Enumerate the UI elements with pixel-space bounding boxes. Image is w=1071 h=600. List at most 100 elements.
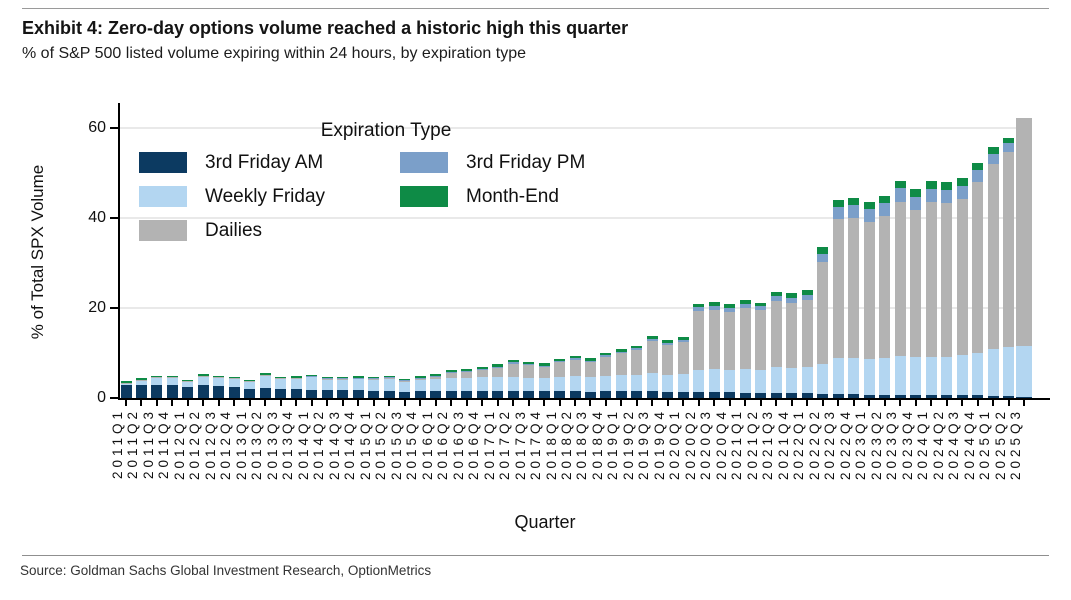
x-tick-mark (403, 400, 406, 406)
bar-2013Q4-dailies (291, 378, 302, 379)
source-note: Source: Goldman Sachs Global Investment … (20, 563, 432, 578)
bar-2024Q3-dailies (957, 199, 968, 355)
x-tick-label-2019Q2: 2019Q2 (621, 408, 636, 481)
bar-2013Q1-3rd-friday-am (244, 389, 255, 398)
x-tick-mark (728, 400, 731, 406)
bar-2020Q1-3rd-friday-pm (678, 340, 689, 342)
bar-2012Q3-dailies (213, 377, 224, 378)
bar-2018Q4-3rd-friday-pm (600, 355, 611, 357)
bar-2017Q1-3rd-friday-am (492, 391, 503, 398)
bar-2011Q2-dailies (136, 380, 147, 381)
bar-2025Q3-weekly-friday (1016, 346, 1032, 397)
x-tick-mark (279, 400, 282, 406)
x-tick-mark (326, 400, 329, 406)
bar-2014Q2-weekly-friday (322, 380, 333, 390)
bar-2013Q3-weekly-friday (275, 379, 286, 389)
bar-2020Q2-3rd-friday-am (693, 392, 704, 398)
bar-2022Q2-dailies (817, 262, 828, 364)
bar-2016Q2-3rd-friday-am (446, 391, 457, 398)
bar-2020Q1-month-end (678, 337, 689, 340)
bar-2013Q4-3rd-friday-am (291, 389, 302, 398)
bar-2018Q4-month-end (600, 353, 611, 355)
bar-2013Q3-month-end (275, 377, 286, 378)
bar-2019Q3-weekly-friday (647, 373, 658, 391)
bar-2012Q3-3rd-friday-am (213, 386, 224, 398)
bar-2023Q4-month-end (910, 189, 921, 197)
bar-2025Q1-3rd-friday-pm (988, 154, 999, 164)
bar-2019Q1-dailies (616, 353, 627, 375)
bar-2015Q1-3rd-friday-am (368, 391, 379, 398)
x-tick-mark (434, 400, 437, 406)
bar-2025Q2-3rd-friday-am (1003, 396, 1014, 398)
bar-2013Q4-weekly-friday (291, 379, 302, 389)
bar-2017Q2-weekly-friday (508, 377, 519, 391)
bar-2012Q4-3rd-friday-am (229, 387, 240, 398)
x-tick-label-2014Q2: 2014Q2 (311, 408, 326, 481)
x-tick-label-2021Q3: 2021Q3 (760, 408, 775, 481)
bar-2021Q4-weekly-friday (786, 368, 797, 393)
bar-2018Q4-weekly-friday (600, 376, 611, 391)
bar-2020Q4-3rd-friday-pm (724, 308, 735, 312)
bar-2020Q4-3rd-friday-am (724, 392, 735, 398)
x-tick-mark (202, 400, 205, 406)
bar-2015Q4-month-end (415, 376, 426, 378)
x-tick-mark (496, 400, 499, 406)
bar-2023Q1-dailies (864, 222, 875, 359)
x-tick-mark (790, 400, 793, 406)
bar-2012Q4-weekly-friday (229, 379, 240, 387)
bar-2024Q2-month-end (941, 182, 952, 190)
bar-2024Q4-3rd-friday-am (972, 395, 983, 398)
bar-2015Q3-3rd-friday-pm (399, 380, 410, 381)
x-tick-label-2012Q1: 2012Q1 (172, 408, 187, 481)
bottom-rule (22, 555, 1049, 556)
bar-2012Q4-month-end (229, 377, 240, 378)
bar-2016Q4-weekly-friday (477, 377, 488, 391)
bar-2011Q2-month-end (136, 378, 147, 380)
bar-2021Q3-month-end (771, 292, 782, 296)
x-tick-label-2023Q2: 2023Q2 (869, 408, 884, 481)
bar-2014Q3-weekly-friday (337, 380, 348, 390)
x-tick-label-2021Q2: 2021Q2 (745, 408, 760, 481)
bar-2016Q3-3rd-friday-pm (461, 371, 472, 372)
bar-2011Q1-month-end (121, 381, 132, 383)
bar-2017Q4-dailies (539, 367, 550, 378)
bar-2014Q4-3rd-friday-pm (353, 378, 364, 379)
bar-2013Q1-month-end (244, 380, 255, 381)
x-tick-label-2022Q1: 2022Q1 (791, 408, 806, 481)
x-tick-label-2018Q2: 2018Q2 (559, 408, 574, 481)
x-tick-label-2011Q2: 2011Q2 (125, 408, 140, 480)
x-tick-mark (372, 400, 375, 406)
x-tick-mark (682, 400, 685, 406)
x-tick-mark (140, 400, 143, 406)
bar-2022Q1-3rd-friday-am (802, 393, 813, 398)
bar-2017Q4-weekly-friday (539, 378, 550, 391)
x-tick-label-2014Q1: 2014Q1 (296, 408, 311, 481)
bar-2016Q1-3rd-friday-am (430, 391, 441, 398)
bar-2024Q2-3rd-friday-pm (941, 190, 952, 203)
bar-2015Q3-dailies (399, 381, 410, 382)
x-tick-mark (264, 400, 267, 406)
bar-2011Q1-weekly-friday (121, 383, 132, 385)
bar-2022Q3-3rd-friday-am (833, 394, 844, 398)
y-tick-label-20: 20 (88, 299, 106, 316)
legend-swatch-icon (400, 152, 448, 173)
bar-2023Q4-3rd-friday-pm (910, 197, 921, 210)
x-tick-mark (574, 400, 576, 406)
x-tick-mark (558, 400, 561, 406)
legend-swatch-icon (400, 186, 448, 207)
bar-2025Q2-dailies (1003, 152, 1014, 347)
bar-2017Q3-3rd-friday-pm (523, 364, 534, 365)
bar-2015Q4-3rd-friday-pm (415, 378, 426, 379)
bar-2017Q1-month-end (492, 364, 503, 367)
x-tick-mark (635, 400, 638, 406)
bar-2023Q2-weekly-friday (879, 358, 890, 395)
bar-2016Q1-month-end (430, 374, 441, 376)
bar-2024Q3-3rd-friday-am (957, 395, 968, 398)
bar-2013Q2-dailies (260, 375, 271, 376)
x-tick-label-2019Q1: 2019Q1 (605, 408, 620, 481)
bar-2023Q4-weekly-friday (910, 357, 921, 395)
x-tick-mark (914, 400, 917, 406)
